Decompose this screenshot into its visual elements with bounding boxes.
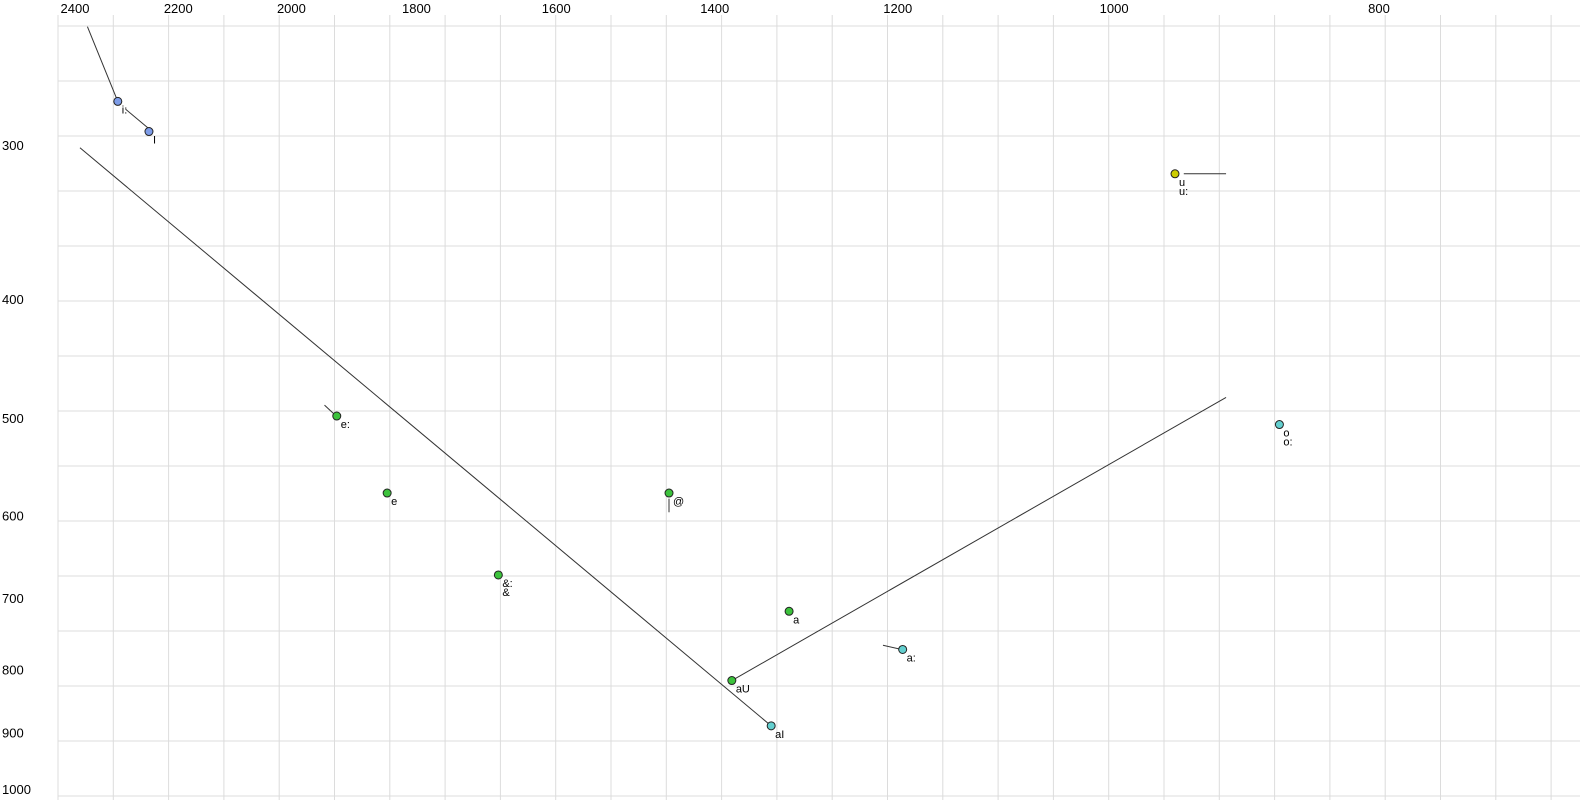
vowel-label-i-long: i: bbox=[122, 104, 128, 116]
chart-lines bbox=[79, 26, 1227, 727]
y-axis-tick-label: 900 bbox=[2, 726, 24, 741]
vowel-label2-u: u: bbox=[1179, 186, 1188, 198]
vowel-points: i: Iuu: e: oo: e @ &:& a a: aU aI bbox=[113, 96, 1293, 741]
y-axis-tick-label: 600 bbox=[2, 509, 24, 524]
x-axis-tick-label: 1200 bbox=[883, 1, 912, 16]
x-axis-tick-label: 1800 bbox=[402, 1, 431, 16]
y-axis-tick-label: 500 bbox=[2, 411, 24, 426]
vowel-point-schwa bbox=[664, 488, 674, 498]
vowel-label-a-long: a: bbox=[907, 652, 916, 664]
x-axis-tick-label: 2200 bbox=[164, 1, 193, 16]
vowel-label-i-short: I bbox=[153, 135, 156, 147]
vowel-label-e-long: e: bbox=[341, 419, 350, 431]
vowel-label2-ae: & bbox=[502, 587, 510, 599]
grid-lines bbox=[57, 15, 1580, 800]
x-axis-tick-label: 2400 bbox=[61, 1, 90, 16]
vowel-point-e-long bbox=[332, 411, 342, 421]
vowel-point-a-long bbox=[898, 644, 908, 654]
vowel-label-o: o bbox=[1283, 428, 1289, 440]
vowel-point-au bbox=[727, 676, 737, 686]
vowel-point-o bbox=[1274, 420, 1284, 430]
vowel-label-e: e bbox=[391, 496, 397, 508]
vowel-label-ae: &: bbox=[502, 578, 512, 590]
vowel-label-au: aU bbox=[736, 684, 750, 696]
chart-line-front-diagonal bbox=[79, 147, 772, 727]
y-axis-tick-label: 1000 bbox=[2, 782, 31, 797]
x-axis-tick-label: 1000 bbox=[1100, 1, 1129, 16]
vowel-label-u: u bbox=[1179, 177, 1185, 189]
chart-line-i-to-I-segment bbox=[125, 108, 149, 129]
vowel-label2-o: o: bbox=[1283, 437, 1292, 449]
chart-line-top-left-segment bbox=[86, 26, 119, 102]
x-axis-tick-label: 1600 bbox=[542, 1, 571, 16]
y-axis-tick-label: 700 bbox=[2, 591, 24, 606]
y-axis-tick-label: 400 bbox=[2, 292, 24, 307]
vowel-point-ae bbox=[493, 570, 503, 580]
vowel-point-u bbox=[1170, 169, 1180, 179]
y-axis-tick-labels: 300 400 500 600 700 800 900 1000 bbox=[2, 138, 31, 797]
vowel-point-i-long bbox=[113, 96, 123, 106]
vowel-label-a: a bbox=[793, 614, 800, 626]
vowel-label-schwa: @ bbox=[673, 496, 684, 508]
vowel-point-a bbox=[784, 606, 794, 616]
y-axis-tick-label: 800 bbox=[2, 663, 24, 678]
vowel-point-i-short bbox=[144, 127, 154, 137]
y-axis-tick-label: 300 bbox=[2, 138, 24, 153]
x-axis-tick-labels: 2400 2200 2000 1800 1600 1400 1200 1000 800 bbox=[61, 1, 1390, 16]
x-axis-tick-label: 800 bbox=[1368, 1, 1390, 16]
chart-line-back-diagonal bbox=[731, 396, 1227, 681]
vowel-label-ai: aI bbox=[775, 729, 784, 741]
vowel-point-ai bbox=[766, 721, 776, 731]
x-axis-tick-label: 1400 bbox=[700, 1, 729, 16]
x-axis-tick-label: 2000 bbox=[277, 1, 306, 16]
vowel-point-e bbox=[382, 488, 392, 498]
